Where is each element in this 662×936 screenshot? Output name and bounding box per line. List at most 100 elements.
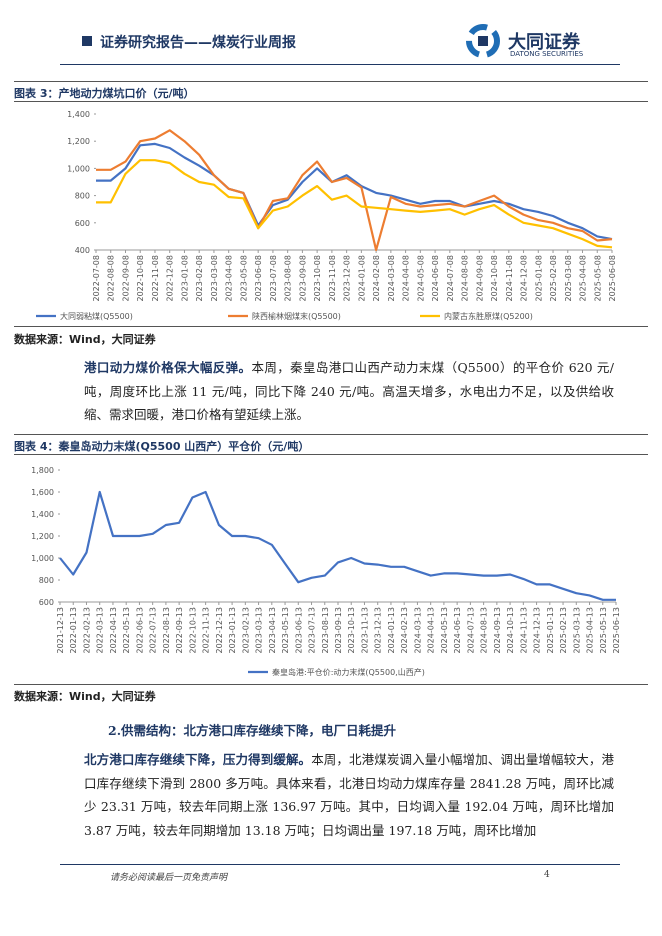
x-tick-label: 2023-09-13 <box>334 607 343 654</box>
x-tick-label: 2024-06-13 <box>453 607 462 654</box>
x-tick-label: 2023-10-13 <box>347 607 356 654</box>
x-tick-label: 2025-05-13 <box>599 607 608 654</box>
figure-source: 数据来源：Wind，大同证券 <box>14 690 156 703</box>
y-tick-label: 1,600 <box>31 488 54 497</box>
y-tick-label: 1,200 <box>67 137 90 146</box>
figure-caption: 图表 3：产地动力煤坑口价（元/吨） <box>14 87 195 100</box>
x-tick-label: 2022-05-13 <box>122 607 131 654</box>
x-tick-label: 2023-02-13 <box>241 607 250 654</box>
x-tick-label: 2024-05-13 <box>440 607 449 654</box>
x-tick-label: 2023-04-13 <box>268 607 277 654</box>
x-tick-label: 2025-01-08 <box>534 255 543 302</box>
x-tick-label: 2023-07-13 <box>308 607 317 654</box>
y-tick-label: 600 <box>75 219 90 228</box>
x-tick-label: 2025-03-08 <box>564 255 573 302</box>
logo-name: 大同证券 <box>508 32 580 53</box>
x-tick-label: 2022-12-13 <box>215 607 224 654</box>
figure-source: 数据来源：Wind，大同证券 <box>14 333 156 346</box>
x-tick-label: 2023-12-08 <box>343 255 352 302</box>
x-tick-label: 2023-10-08 <box>313 255 322 302</box>
x-tick-label: 2024-08-13 <box>480 607 489 654</box>
x-tick-label: 2022-03-13 <box>96 607 105 654</box>
x-tick-label: 2024-02-13 <box>400 607 409 654</box>
legend-label: 陕西榆林烟煤末(Q5500) <box>252 311 341 321</box>
x-tick-label: 2021-12-13 <box>56 607 65 654</box>
x-tick-label: 2024-12-08 <box>520 255 529 302</box>
x-tick-label: 2022-06-13 <box>135 607 144 654</box>
x-tick-label: 2025-06-13 <box>612 607 621 654</box>
x-tick-label: 2023-11-08 <box>328 255 337 302</box>
x-tick-label: 2022-04-13 <box>109 607 118 654</box>
chart: 600 800 1,000 1,200 1,400 1,600 1,800 2021-12-1… <box>31 466 621 677</box>
footer-rule <box>60 864 620 865</box>
figure-caption: 图表 4：秦皇岛动力末煤(Q5500 山西产）平仓价（元/吨） <box>14 440 310 453</box>
y-tick-label: 1,400 <box>67 110 90 119</box>
paragraph: 港口动力煤价格保大幅反弹。本周，秦皇岛港口山西产动力末煤（Q5500）的平仓价 … <box>84 356 614 427</box>
x-tick-label: 2024-09-13 <box>493 607 502 654</box>
x-tick-label: 2022-07-13 <box>149 607 158 654</box>
x-tick-label: 2024-10-08 <box>490 255 499 302</box>
x-tick-label: 2025-02-13 <box>559 607 568 654</box>
y-tick-label: 600 <box>39 598 54 607</box>
x-tick-label: 2024-03-08 <box>387 255 396 302</box>
x-tick-label: 2024-03-13 <box>413 607 422 654</box>
x-tick-label: 2025-04-08 <box>579 255 588 302</box>
x-tick-label: 2023-08-08 <box>284 255 293 302</box>
y-tick-label: 1,800 <box>31 466 54 475</box>
x-tick-label: 2024-01-13 <box>387 607 396 654</box>
logo-sub: DATONG SECURITIES <box>510 50 584 58</box>
x-tick-label: 2022-01-13 <box>69 607 78 654</box>
rule <box>14 326 648 327</box>
x-tick-label: 2025-05-08 <box>593 255 602 302</box>
x-tick-label: 2023-04-08 <box>225 255 234 302</box>
x-tick-label: 2023-03-13 <box>255 607 264 654</box>
series-line <box>59 490 616 601</box>
y-tick-label: 1,200 <box>31 532 54 541</box>
x-tick-label: 2022-10-08 <box>136 255 145 302</box>
x-tick-label: 2024-12-13 <box>533 607 542 654</box>
legend-label: 内蒙古东胜原煤(Q5200) <box>444 311 533 321</box>
rule <box>14 454 648 455</box>
logo-icon <box>466 24 500 58</box>
x-tick-label: 2024-05-08 <box>416 255 425 302</box>
x-tick-label: 2024-07-08 <box>446 255 455 302</box>
x-tick-label: 2025-02-08 <box>549 255 558 302</box>
rule <box>14 684 648 685</box>
paragraph-text: 本周，秦皇岛港口山西产动力末煤（Q5500）的平仓价 620 元/吨，周度环比上… <box>84 360 614 422</box>
y-tick-label: 800 <box>75 192 90 201</box>
x-tick-label: 2022-09-13 <box>175 607 184 654</box>
x-tick-label: 2024-01-08 <box>357 255 366 302</box>
x-tick-label: 2023-02-08 <box>195 255 204 302</box>
chart: 400 600 800 1,000 1,200 1,400 2022-07-08 2022-0… <box>36 110 617 321</box>
x-tick-label: 2022-07-08 <box>92 255 101 302</box>
x-tick-label: 2023-09-08 <box>298 255 307 302</box>
legend-label: 秦皇岛港:平仓价:动力末煤(Q5500,山西产) <box>272 667 425 677</box>
footer-disclaimer: 请务必阅读最后一页免责声明 <box>110 873 228 883</box>
x-tick-label: 2025-01-13 <box>546 607 555 654</box>
x-tick-label: 2024-11-08 <box>505 255 514 302</box>
x-tick-label: 2024-10-13 <box>506 607 515 654</box>
x-tick-label: 2024-07-13 <box>466 607 475 654</box>
x-tick-label: 2023-11-13 <box>360 607 369 654</box>
rule <box>14 81 648 82</box>
rule <box>14 101 648 102</box>
series-line <box>96 142 613 241</box>
x-tick-label: 2023-03-08 <box>210 255 219 302</box>
header-mark <box>82 36 92 46</box>
x-tick-label: 2024-04-08 <box>402 255 411 302</box>
paragraph: 北方港口库存继续下降，压力得到缓解。本周，北港煤炭调入量小幅增加、调出量增幅较大… <box>84 748 614 842</box>
x-tick-label: 2023-12-13 <box>374 607 383 654</box>
section-heading: 2.供需结构：北方港口库存继续下降，电厂日耗提升 <box>108 723 397 738</box>
x-tick-label: 2023-08-13 <box>321 607 330 654</box>
x-tick-label: 2023-05-13 <box>281 607 290 654</box>
x-tick-label: 2024-02-08 <box>372 255 381 302</box>
rule <box>14 434 648 435</box>
x-tick-label: 2022-08-08 <box>107 255 116 302</box>
x-tick-label: 2023-06-08 <box>254 255 263 302</box>
paragraph-lead: 北方港口库存继续下降，压力得到缓解。 <box>84 752 312 767</box>
x-tick-label: 2022-02-13 <box>82 607 91 654</box>
series-line <box>96 129 613 252</box>
header-rule <box>60 64 620 65</box>
x-tick-label: 2022-11-13 <box>202 607 211 654</box>
